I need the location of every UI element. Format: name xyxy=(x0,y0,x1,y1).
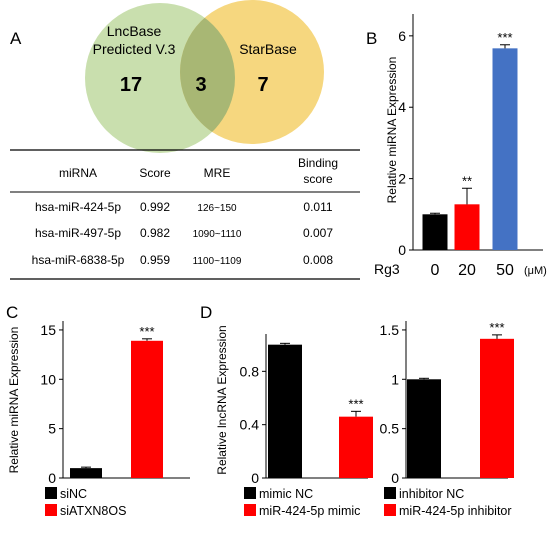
table-cell-mre: 126~150 xyxy=(197,203,237,214)
table-header-mirna: miRNA xyxy=(59,166,97,180)
venn-overlap-region xyxy=(180,3,235,144)
table-cell-mre: 1090~1110 xyxy=(193,229,242,240)
legend-swatch xyxy=(244,504,256,516)
y-tick-label: 2 xyxy=(398,171,406,187)
significance-label: *** xyxy=(139,324,154,339)
venn-left-count: 17 xyxy=(120,74,142,96)
legend-label: mimic NC xyxy=(259,487,313,501)
legend-label: miR-424-5p inhibitor xyxy=(399,504,512,518)
table-cell-mre: 1100~1109 xyxy=(193,256,242,267)
y-tick-label: 5 xyxy=(48,421,56,437)
venn-overlap-count: 3 xyxy=(195,74,206,96)
venn-right-count: 7 xyxy=(257,74,268,96)
y-tick-label: 0 xyxy=(391,470,399,486)
table-cell-mirna: hsa-miR-497-5p xyxy=(35,226,121,240)
panel-label-a: A xyxy=(10,29,22,48)
legend-swatch xyxy=(244,487,256,499)
significance-label: *** xyxy=(348,396,363,411)
legend-label: siATXN8OS xyxy=(60,504,126,518)
x-tick-label: 0 xyxy=(431,262,440,279)
table-row: hsa-miR-424-5p 0.992 126~150 0.011 xyxy=(35,200,333,214)
table-cell-score: 0.982 xyxy=(140,226,170,240)
table-row: hsa-miR-497-5p 0.982 1090~1110 0.007 xyxy=(35,226,333,240)
bar-d-inhibitor-1 xyxy=(480,338,514,478)
venn-diagram: LncBase Predicted V.3 StarBase 17 3 7 xyxy=(85,0,324,153)
table-cell-binding: 0.008 xyxy=(303,253,333,267)
venn-left-label-line2: Predicted V.3 xyxy=(93,41,176,57)
legend-label: siNC xyxy=(60,487,87,501)
venn-left-label-line1: LncBase xyxy=(107,23,162,39)
table-cell-binding: 0.007 xyxy=(303,226,333,240)
chart-inhibitor-lncrna: 0 0.5 1 1.5 *** inhibitor NC miR-424-5p inhibi… xyxy=(380,320,514,518)
y-axis-label: Relative miRNA Expression xyxy=(7,327,21,474)
table-header-score: Score xyxy=(139,166,171,180)
y-tick-label: 10 xyxy=(40,371,56,387)
x-prefix-label: Rg3 xyxy=(374,261,400,277)
legend-swatch xyxy=(384,487,396,499)
chart-siatxn8os-mirna: 0 5 10 15 Relative miRNA Expression *** siNC si… xyxy=(7,321,190,518)
y-tick-label: 0 xyxy=(398,242,406,258)
chart-mimic-lncrna: 0 0.4 0.8 Relative lncRNA Expression *** mimi… xyxy=(215,325,373,518)
y-axis-label: Relative miRNA Expression xyxy=(385,57,399,204)
legend-swatch xyxy=(45,504,57,516)
legend-label: miR-424-5p mimic xyxy=(259,504,360,518)
bar-d-inhibitor-0 xyxy=(407,379,441,478)
y-tick-label: 0.4 xyxy=(240,417,260,433)
table-header-mre: MRE xyxy=(204,166,231,180)
x-unit-label: (μM) xyxy=(524,265,547,277)
y-tick-label: 1 xyxy=(391,371,399,387)
table-header-binding-score: score xyxy=(303,172,333,186)
x-tick-label: 50 xyxy=(496,262,514,279)
legend-swatch xyxy=(384,504,396,516)
table-cell-binding: 0.011 xyxy=(303,200,332,214)
table-header-binding: Binding xyxy=(298,156,338,170)
y-axis-label: Relative lncRNA Expression xyxy=(215,325,229,474)
y-tick-label: 1.5 xyxy=(380,322,400,338)
bar-b-2 xyxy=(492,48,518,250)
mirna-table: miRNA Score MRE Binding score hsa-miR-42… xyxy=(10,149,360,280)
panel-label-d: D xyxy=(200,303,212,322)
y-tick-label: 0.5 xyxy=(380,421,400,437)
bar-c-1 xyxy=(131,340,163,478)
bar-b-0 xyxy=(422,214,448,250)
table-cell-score: 0.992 xyxy=(140,200,170,214)
panel-label-b: B xyxy=(366,29,377,48)
bar-c-0 xyxy=(70,468,102,478)
significance-label: *** xyxy=(489,320,504,335)
bar-b-1 xyxy=(454,204,480,250)
y-tick-label: 6 xyxy=(398,28,406,44)
bar-d-mimic-1 xyxy=(339,416,373,478)
table-row: hsa-miR-6838-5p 0.959 1100~1109 0.008 xyxy=(32,253,334,267)
table-cell-score: 0.959 xyxy=(140,253,170,267)
legend-label: inhibitor NC xyxy=(399,487,464,501)
significance-label: ** xyxy=(462,173,472,188)
panel-label-c: C xyxy=(6,303,18,322)
significance-label: *** xyxy=(497,30,512,45)
y-tick-label: 15 xyxy=(40,322,56,338)
x-tick-label: 20 xyxy=(458,262,476,279)
venn-right-label: StarBase xyxy=(239,41,297,57)
y-tick-label: 4 xyxy=(398,99,406,115)
y-tick-label: 0.8 xyxy=(240,363,260,379)
y-tick-label: 0 xyxy=(48,470,56,486)
legend-swatch xyxy=(45,487,57,499)
table-cell-mirna: hsa-miR-6838-5p xyxy=(32,253,125,267)
y-tick-label: 0 xyxy=(251,470,259,486)
table-cell-mirna: hsa-miR-424-5p xyxy=(35,200,121,214)
bar-d-mimic-0 xyxy=(268,344,302,478)
